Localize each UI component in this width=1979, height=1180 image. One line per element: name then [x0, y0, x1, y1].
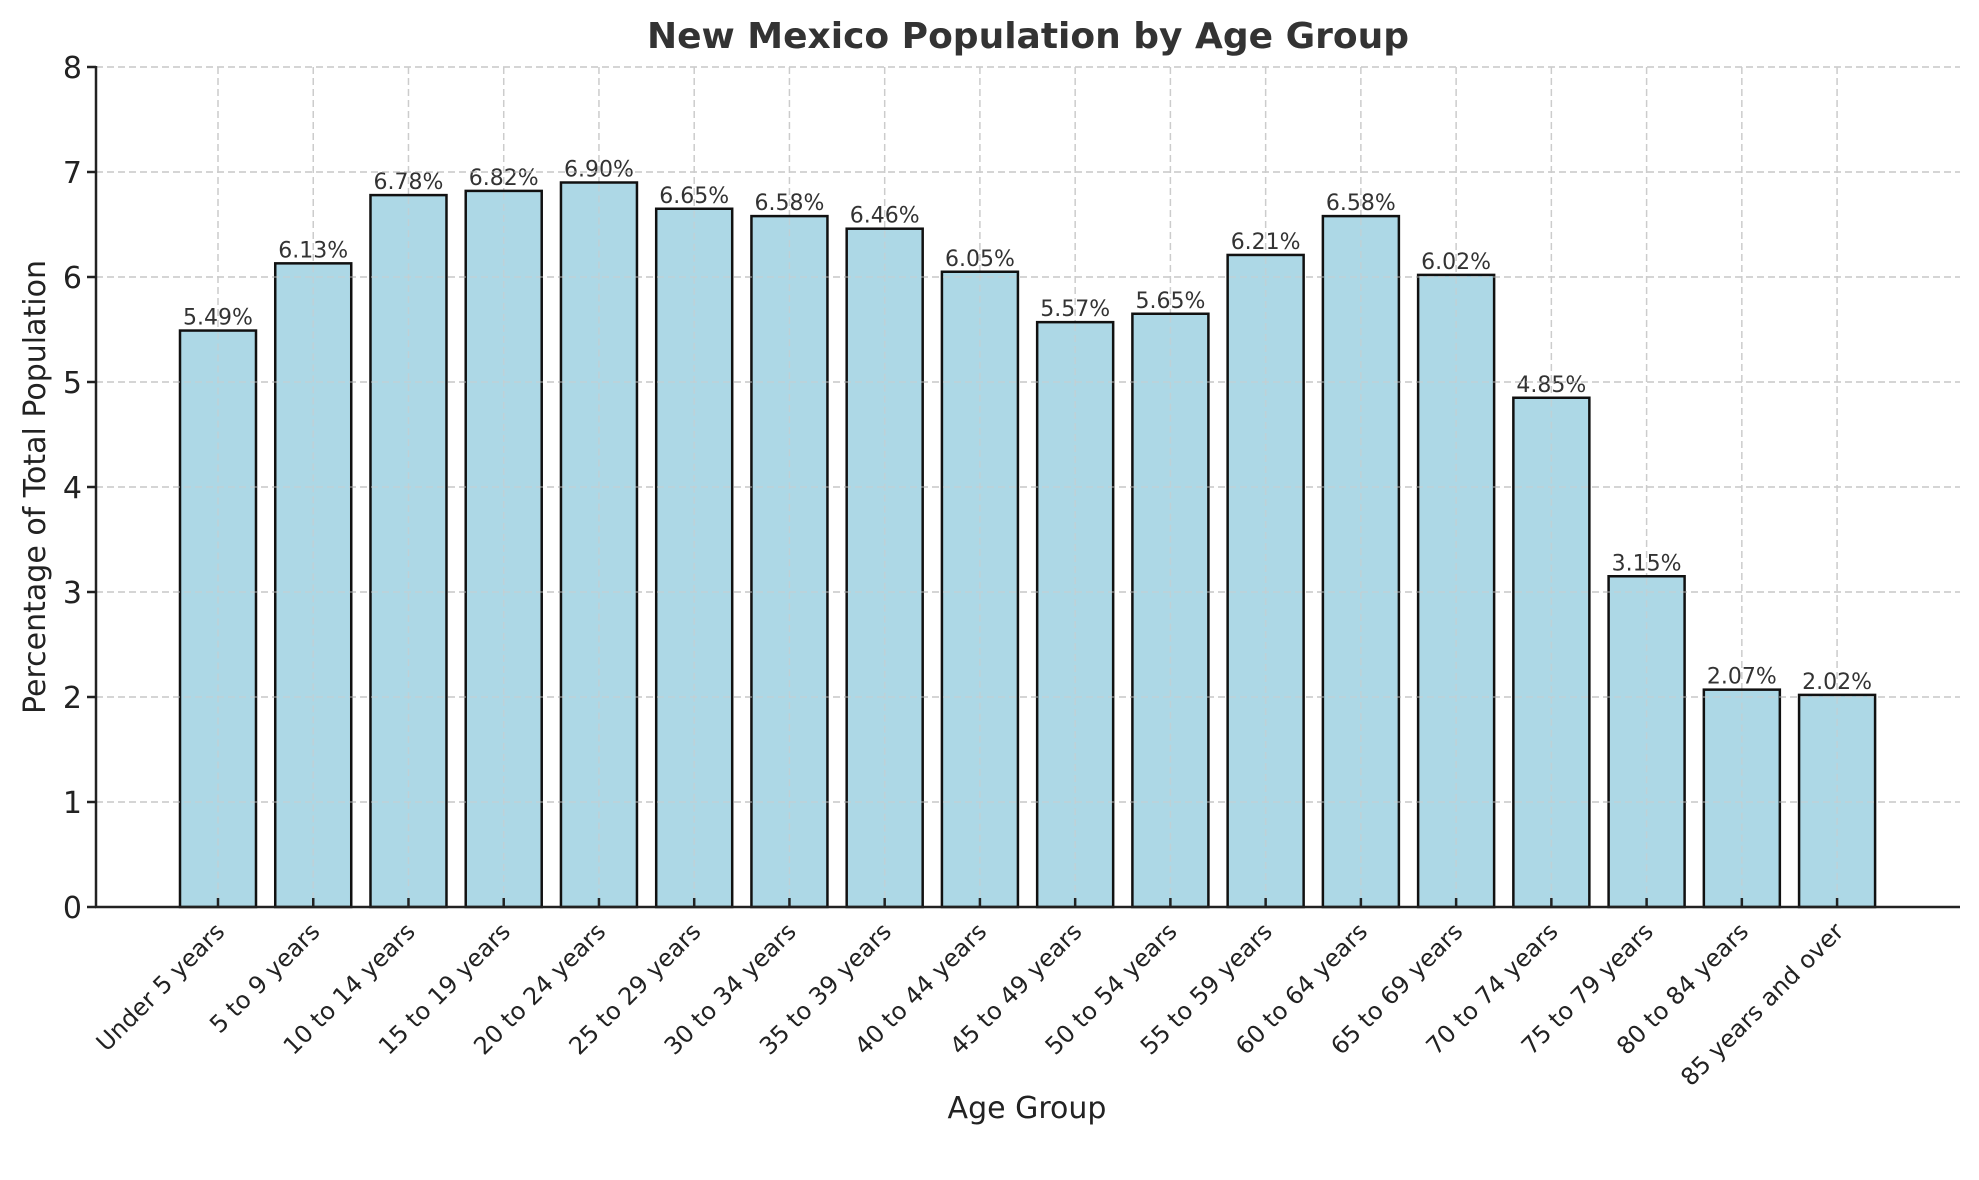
bar-value-label: 3.15%: [1612, 551, 1682, 576]
y-tick-label: 0: [63, 891, 82, 926]
bar-value-label: 6.05%: [945, 247, 1015, 272]
bars: 5.49% 6.13% 6.78% 6.82% 6.90% 6.65% 6.58% 6.46%…: [96, 66, 1960, 909]
bar-value-label: 5.49%: [183, 306, 253, 331]
y-tick-label: 2: [63, 681, 82, 716]
bar-value-label: 2.02%: [1802, 670, 1872, 695]
y-tick-label: 1: [63, 786, 82, 821]
y-axis-title: Percentage of Total Population: [18, 260, 53, 714]
bar-16: [1607, 575, 1686, 909]
chart-title: New Mexico Population by Age Group: [647, 16, 1409, 57]
y-tick-label: 4: [63, 471, 82, 506]
bar-value-label: 6.65%: [659, 184, 729, 209]
bar-value-label: 5.65%: [1135, 289, 1205, 314]
y-ticks: 0 1 2 3 4 5 6 7 8: [63, 51, 96, 926]
bar-value-label: 6.21%: [1231, 230, 1301, 255]
y-tick-label: 5: [63, 366, 82, 401]
bar-value-label: 6.90%: [564, 158, 634, 183]
bar-value-label: 4.85%: [1516, 373, 1586, 398]
y-tick-label: 7: [63, 156, 82, 191]
bar-value-label: 5.57%: [1040, 297, 1110, 322]
bar-5: [559, 181, 639, 909]
bar-value-label: 2.07%: [1707, 665, 1777, 690]
bar-value-label: 6.02%: [1421, 250, 1491, 275]
x-tick-label: 85 years and over: [1675, 917, 1849, 1091]
y-tick-label: 6: [63, 261, 82, 296]
bar-value-label: 6.78%: [374, 170, 444, 195]
bar-11: [1131, 312, 1210, 909]
y-tick-label: 8: [63, 51, 82, 86]
bar-value-label: 6.58%: [754, 191, 824, 216]
bar-value-label: 6.13%: [278, 238, 348, 263]
bar-value-label: 6.58%: [1326, 191, 1396, 216]
bar-value-label: 6.46%: [850, 204, 920, 229]
bar-value-label: 6.82%: [469, 166, 539, 191]
y-tick-label: 3: [63, 576, 82, 611]
x-axis-title: Age Group: [948, 1091, 1107, 1126]
x-tick-label: Under 5 years: [91, 917, 230, 1056]
